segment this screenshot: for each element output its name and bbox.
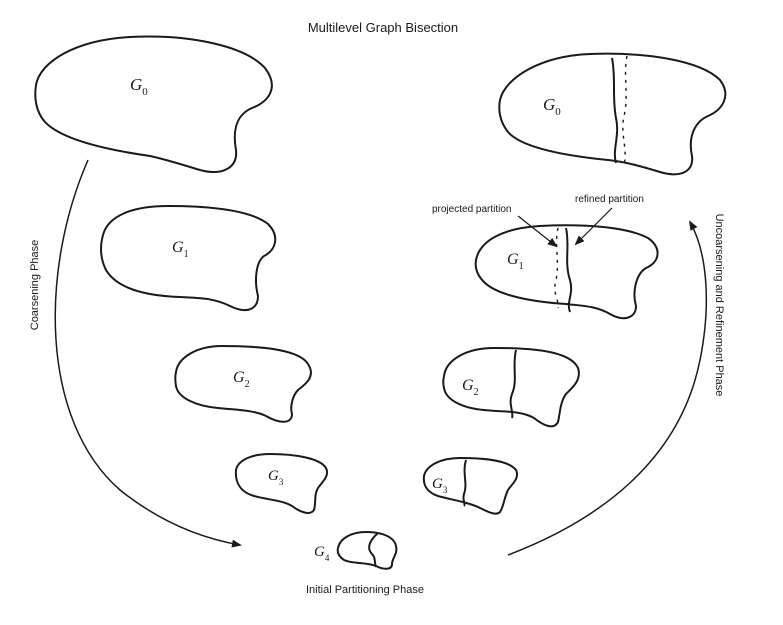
graph-g4-outline xyxy=(336,531,398,570)
graph-g2-right-refined-cut xyxy=(509,349,517,419)
graph-g2-left: G2 xyxy=(174,345,312,423)
graph-g1-right-outline xyxy=(474,224,659,320)
graph-g1-left: G1 xyxy=(100,205,277,312)
graph-g0-right-projected-cut xyxy=(622,55,628,165)
graph-g1-right-label: G1 xyxy=(507,251,524,272)
graph-g0-right-outline xyxy=(498,52,727,176)
uncoarsening-arc-arrow xyxy=(507,220,708,556)
projected-partition-label: projected partition xyxy=(432,204,512,215)
graph-g2-right-label: G2 xyxy=(462,377,479,398)
graph-g3-left: G3 xyxy=(234,453,328,514)
refined-partition-label: refined partition xyxy=(575,194,644,205)
graph-g3-right-outline xyxy=(422,457,518,515)
graph-g3-left-outline xyxy=(234,453,328,514)
graph-g3-right: G3 xyxy=(422,457,518,515)
graph-g1-right-projected-cut xyxy=(554,227,560,309)
graph-g0-left-outline xyxy=(34,35,273,173)
graph-g4-cut xyxy=(368,532,379,568)
graph-g0-left: G0 xyxy=(34,35,273,173)
graph-g1-right: G1 xyxy=(474,224,659,320)
graph-g3-right-label: G3 xyxy=(432,476,448,495)
graph-g1-right-refined-cut xyxy=(565,227,573,313)
graph-g1-left-outline xyxy=(100,205,277,312)
uncoarsening-phase-label: Uncoarsening and Refinement Phase xyxy=(713,214,725,397)
graph-g0-right: G0 xyxy=(498,52,727,176)
refined-partition-pointer xyxy=(574,207,613,246)
graph-g4-label: G4 xyxy=(314,544,330,563)
graph-g0-right-refined-cut xyxy=(611,57,619,164)
initial-partitioning-phase-label: Initial Partitioning Phase xyxy=(306,584,424,596)
graph-g2-right: G2 xyxy=(442,347,580,428)
coarsening-phase-label: Coarsening Phase xyxy=(29,240,41,331)
graph-g3-right-refined-cut xyxy=(462,459,467,507)
graph-g2-left-label: G2 xyxy=(233,369,250,390)
projected-partition-pointer xyxy=(517,215,558,248)
graph-g2-left-outline xyxy=(174,345,312,423)
graph-g1-left-label: G1 xyxy=(172,239,189,260)
graph-g4-bottom: G4 xyxy=(314,531,398,570)
diagram-title: Multilevel Graph Bisection xyxy=(308,20,458,35)
graph-g0-left-label: G0 xyxy=(130,75,148,98)
graph-g2-right-outline xyxy=(442,347,580,428)
coarsening-arc-arrow xyxy=(54,159,242,548)
graph-g3-left-label: G3 xyxy=(268,468,284,487)
graph-g0-right-label: G0 xyxy=(543,95,561,118)
